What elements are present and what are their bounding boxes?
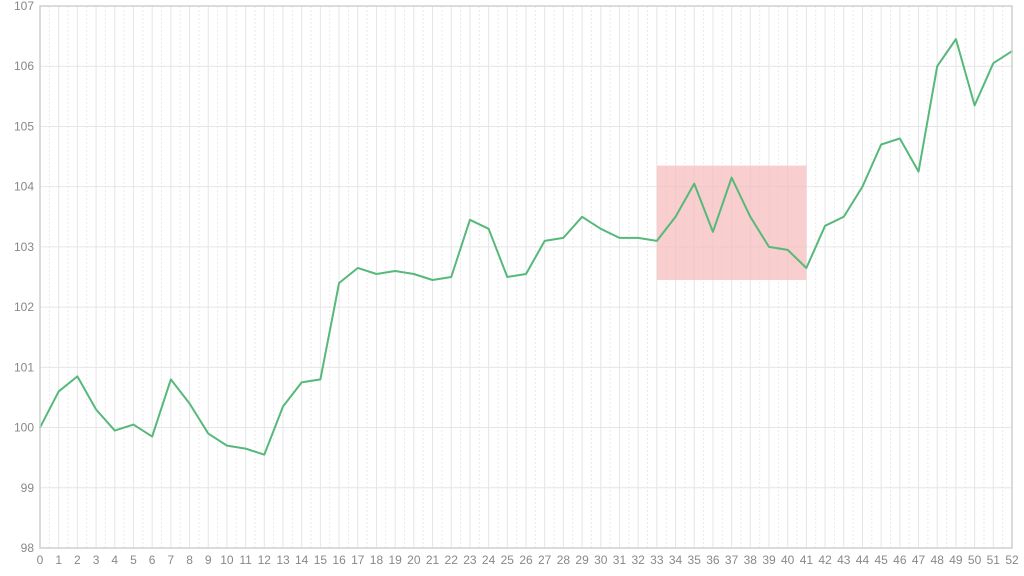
x-tick-label: 47 [912,553,926,567]
y-tick-label: 106 [14,59,34,73]
x-tick-label: 37 [725,553,739,567]
x-tick-label: 40 [781,553,795,567]
x-tick-label: 38 [744,553,758,567]
x-tick-label: 41 [800,553,814,567]
y-tick-label: 99 [21,481,35,495]
x-tick-label: 3 [93,553,100,567]
x-tick-label: 18 [370,553,384,567]
x-tick-label: 28 [557,553,571,567]
line-chart: 9899100101102103104105106107012345678910… [0,0,1024,576]
x-tick-label: 30 [594,553,608,567]
x-tick-label: 51 [987,553,1001,567]
x-tick-label: 43 [837,553,851,567]
chart-svg: 9899100101102103104105106107012345678910… [0,0,1024,576]
x-tick-label: 14 [295,553,309,567]
x-tick-label: 49 [949,553,963,567]
x-tick-label: 39 [762,553,776,567]
x-tick-label: 10 [220,553,234,567]
x-tick-label: 45 [874,553,888,567]
x-tick-label: 15 [314,553,328,567]
x-tick-label: 26 [519,553,533,567]
x-tick-label: 11 [239,553,252,567]
x-tick-label: 16 [332,553,346,567]
x-tick-label: 5 [130,553,137,567]
x-tick-label: 7 [168,553,175,567]
x-tick-label: 25 [501,553,515,567]
y-tick-label: 107 [14,0,34,13]
highlight-region [657,166,807,280]
x-tick-label: 12 [258,553,272,567]
x-tick-label: 36 [706,553,720,567]
x-tick-label: 33 [650,553,664,567]
x-tick-label: 42 [818,553,832,567]
y-tick-label: 105 [14,119,34,133]
y-tick-label: 101 [14,360,34,374]
x-tick-label: 31 [613,553,627,567]
x-tick-label: 24 [482,553,496,567]
x-tick-label: 17 [351,553,365,567]
x-tick-label: 9 [205,553,212,567]
y-tick-label: 100 [14,421,34,435]
x-tick-label: 20 [407,553,421,567]
x-tick-label: 19 [388,553,402,567]
x-tick-label: 48 [931,553,945,567]
x-tick-label: 1 [55,553,62,567]
y-tick-label: 98 [21,541,35,555]
x-tick-label: 35 [688,553,702,567]
x-tick-label: 4 [111,553,118,567]
y-tick-label: 104 [14,180,34,194]
x-tick-label: 44 [856,553,870,567]
y-tick-label: 102 [14,300,34,314]
y-tick-label: 103 [14,240,34,254]
x-tick-label: 8 [186,553,193,567]
x-tick-label: 46 [893,553,907,567]
x-tick-label: 27 [538,553,552,567]
x-tick-label: 52 [1005,553,1019,567]
x-tick-label: 32 [631,553,645,567]
x-tick-label: 50 [968,553,982,567]
x-tick-label: 22 [445,553,459,567]
x-tick-label: 34 [669,553,683,567]
x-tick-label: 23 [463,553,477,567]
x-tick-label: 6 [149,553,156,567]
x-tick-label: 21 [426,553,440,567]
x-tick-label: 0 [37,553,44,567]
x-tick-label: 2 [74,553,81,567]
x-tick-label: 13 [276,553,290,567]
x-tick-label: 29 [575,553,589,567]
